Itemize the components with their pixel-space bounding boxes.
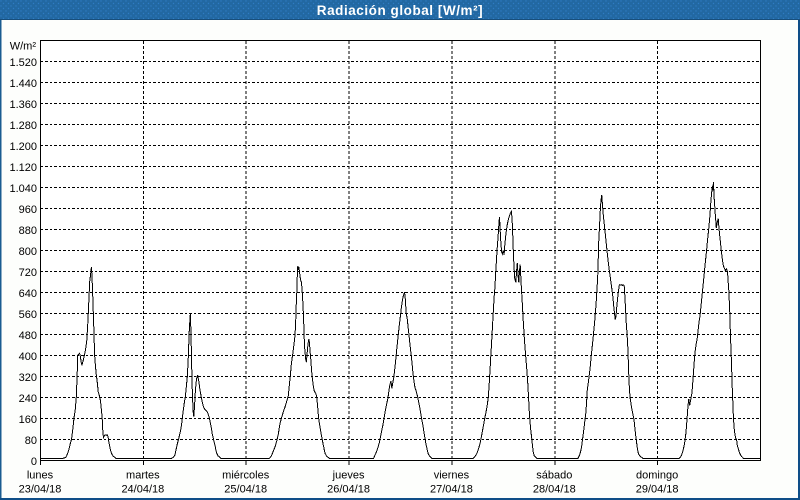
svg-text:miércoles: miércoles [222, 470, 270, 482]
svg-text:720: 720 [19, 267, 37, 279]
svg-text:1.280: 1.280 [9, 120, 37, 132]
svg-text:80: 80 [25, 435, 37, 447]
svg-text:160: 160 [19, 414, 37, 426]
svg-text:23/04/18: 23/04/18 [19, 484, 62, 496]
svg-text:domingo: domingo [636, 470, 678, 482]
svg-text:800: 800 [19, 246, 37, 258]
svg-text:sábado: sábado [536, 470, 572, 482]
svg-text:320: 320 [19, 372, 37, 384]
svg-text:1.200: 1.200 [9, 141, 37, 153]
svg-text:1.520: 1.520 [9, 57, 37, 69]
svg-text:27/04/18: 27/04/18 [430, 484, 473, 496]
svg-text:0: 0 [31, 456, 37, 468]
svg-text:29/04/18: 29/04/18 [636, 484, 679, 496]
svg-text:Radiación global [W/m²]: Radiación global [W/m²] [317, 3, 483, 18]
svg-text:1.040: 1.040 [9, 183, 37, 195]
svg-text:640: 640 [19, 288, 37, 300]
svg-text:25/04/18: 25/04/18 [224, 484, 267, 496]
svg-text:1.440: 1.440 [9, 78, 37, 90]
svg-text:26/04/18: 26/04/18 [327, 484, 370, 496]
svg-text:viernes: viernes [434, 470, 470, 482]
svg-text:480: 480 [19, 330, 37, 342]
svg-text:28/04/18: 28/04/18 [533, 484, 576, 496]
svg-text:960: 960 [19, 204, 37, 216]
svg-text:1.360: 1.360 [9, 99, 37, 111]
svg-text:400: 400 [19, 351, 37, 363]
svg-text:560: 560 [19, 309, 37, 321]
svg-text:W/m²: W/m² [10, 41, 37, 53]
svg-text:24/04/18: 24/04/18 [121, 484, 164, 496]
svg-text:martes: martes [126, 470, 160, 482]
svg-text:240: 240 [19, 393, 37, 405]
svg-text:jueves: jueves [332, 470, 365, 482]
svg-text:1.120: 1.120 [9, 162, 37, 174]
svg-text:880: 880 [19, 225, 37, 237]
svg-text:lunes: lunes [27, 470, 54, 482]
